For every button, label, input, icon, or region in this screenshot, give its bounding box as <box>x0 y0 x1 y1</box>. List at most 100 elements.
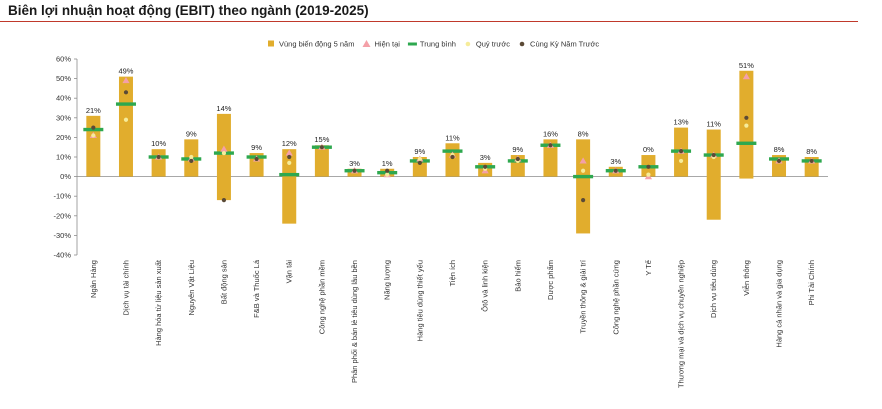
data-label: 8% <box>806 147 817 156</box>
average-marker <box>442 149 463 153</box>
data-label: 21% <box>86 106 101 115</box>
legend-label-current: Hiện tại <box>374 40 400 49</box>
range-bar <box>118 76 133 177</box>
category-label: Hàng hóa từ liệu sản xuất <box>154 259 163 346</box>
same-quarter-last-year-marker <box>352 168 357 173</box>
current-marker <box>122 76 130 84</box>
range-bar <box>216 113 231 201</box>
data-label: 14% <box>216 104 231 113</box>
average-marker <box>115 102 136 106</box>
same-quarter-last-year-marker <box>581 198 586 203</box>
data-label: 8% <box>774 145 785 154</box>
prev-quarter-marker <box>581 168 586 173</box>
data-label: 16% <box>543 129 558 138</box>
range-bar <box>445 143 460 177</box>
same-quarter-last-year-marker <box>646 164 651 169</box>
prev-quarter-marker <box>385 172 390 177</box>
category-label: Viễn thông <box>742 260 751 296</box>
same-quarter-last-year-marker <box>254 156 259 162</box>
y-tick-label: 10% <box>56 153 71 162</box>
category-label: Bảo hiểm <box>513 260 522 292</box>
data-label: 9% <box>512 145 523 154</box>
prev-quarter-marker <box>678 158 684 164</box>
data-label: 9% <box>251 143 262 152</box>
category-label: Phân phối & bán lẻ tiêu dùng lâu bền <box>350 260 359 383</box>
range-bar <box>151 149 166 177</box>
range-bar <box>314 145 329 177</box>
category-label: Dược phẩm <box>546 260 555 300</box>
data-label: 11% <box>706 120 721 129</box>
same-quarter-last-year-marker <box>483 164 488 169</box>
prev-quarter-marker <box>123 117 129 122</box>
category-label: Dịch vụ tài chính <box>121 260 130 315</box>
prev-quarter-marker <box>221 150 227 156</box>
current-marker <box>742 73 750 80</box>
prev-quarter-marker <box>417 156 422 162</box>
data-label: 8% <box>578 129 589 138</box>
legend-label-prev_q: Quý trước <box>476 40 510 49</box>
category-label: Bất động sản <box>219 260 228 304</box>
same-quarter-last-year-marker <box>613 168 618 173</box>
same-quarter-last-year-marker <box>809 158 814 164</box>
data-label: 15% <box>314 135 329 144</box>
data-label: 9% <box>186 129 197 138</box>
data-label: 9% <box>414 147 425 156</box>
legend-label-same_q_ly: Cùng Kỳ Năm Trước <box>530 40 599 49</box>
chart-title: Biên lợi nhuận hoạt động (EBIT) theo ngà… <box>8 3 369 18</box>
same-quarter-last-year-marker <box>417 160 422 165</box>
same-quarter-last-year-marker <box>156 154 161 160</box>
same-quarter-last-year-marker <box>221 198 227 203</box>
data-label: 12% <box>282 139 297 148</box>
same-quarter-last-year-marker <box>744 115 749 120</box>
legend-swatch-range <box>268 40 274 47</box>
range-bar <box>86 115 101 177</box>
data-label: 1% <box>382 159 393 168</box>
y-tick-label: 40% <box>56 94 71 103</box>
current-marker <box>220 145 228 152</box>
category-label: Phi Tài Chính <box>807 260 816 305</box>
data-label: 3% <box>610 157 621 166</box>
y-tick-label: 20% <box>56 133 71 142</box>
category-label: Hàng cá nhân và gia dụng <box>775 260 784 348</box>
same-quarter-last-year-marker <box>189 158 194 164</box>
same-quarter-last-year-marker <box>711 152 716 158</box>
prev-quarter-marker <box>744 123 749 128</box>
average-marker <box>279 172 300 177</box>
current-marker <box>285 149 293 156</box>
current-marker <box>579 157 587 164</box>
category-label: Truyền thông & giải trí <box>579 259 588 333</box>
data-label: 51% <box>739 61 754 70</box>
average-marker <box>736 141 757 145</box>
range-bar <box>706 129 721 220</box>
y-tick-label: -30% <box>53 231 71 240</box>
y-tick-label: 0% <box>60 172 71 181</box>
y-tick-label: 60% <box>56 55 71 64</box>
legend-label-range: Vùng biến động 5 năm <box>279 40 354 49</box>
same-quarter-last-year-marker <box>515 156 520 162</box>
legend-label-average: Trung bình <box>420 40 456 49</box>
range-bar <box>249 153 264 177</box>
legend-swatch-current <box>362 40 371 47</box>
category-label: F&B và Thuốc Lá <box>252 259 261 318</box>
data-label: 3% <box>349 159 360 168</box>
y-tick-label: 30% <box>56 113 71 122</box>
same-quarter-last-year-marker <box>123 90 129 95</box>
range-bar <box>576 139 591 234</box>
same-quarter-last-year-marker <box>91 125 96 130</box>
category-label: Vận tải <box>285 260 294 284</box>
category-label: Năng lượng <box>383 260 392 300</box>
same-quarter-last-year-marker <box>450 154 455 160</box>
data-label: 13% <box>674 118 689 127</box>
prev-quarter-marker <box>189 154 194 160</box>
data-label: 11% <box>445 133 460 142</box>
range-bar <box>543 139 558 177</box>
same-quarter-last-year-marker <box>385 168 390 173</box>
category-label: Công nghệ phần cứng <box>611 260 620 335</box>
legend-swatch-prev_q <box>465 41 471 47</box>
category-label: Y Tế <box>644 259 653 275</box>
title-divider <box>0 21 858 22</box>
category-label: Thương mại và dịch vụ chuyên nghiệp <box>677 260 686 388</box>
y-tick-label: 50% <box>56 74 71 83</box>
same-quarter-last-year-marker <box>548 143 553 148</box>
